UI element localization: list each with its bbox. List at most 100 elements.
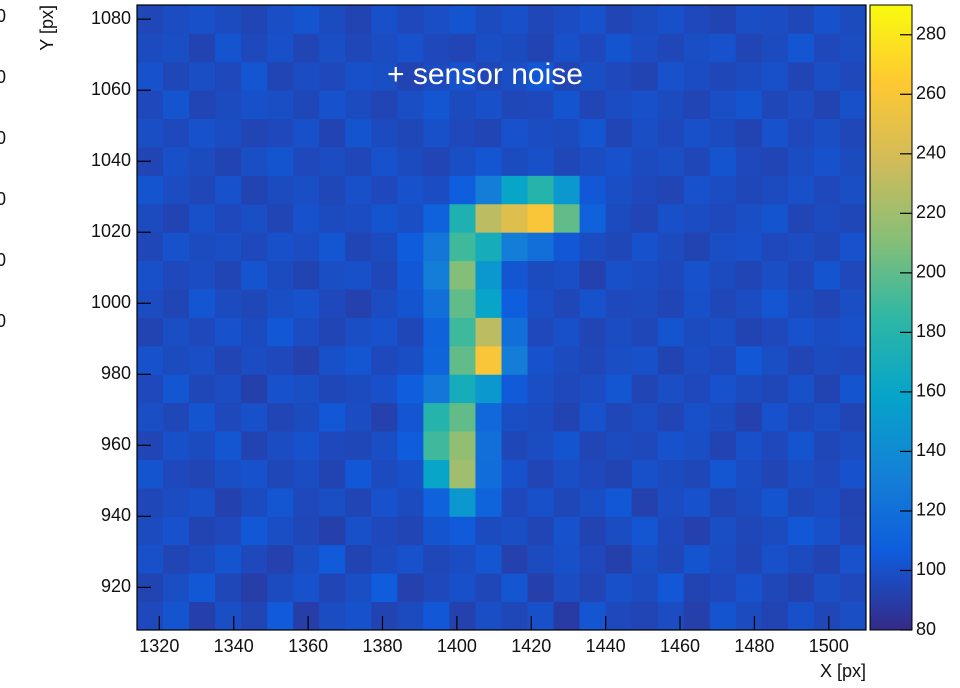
cell: [527, 147, 554, 176]
cell: [163, 601, 190, 631]
cell: [345, 345, 372, 375]
cell: [813, 601, 841, 631]
cell: [475, 232, 502, 262]
cell: [267, 601, 294, 631]
cell: [787, 601, 815, 631]
cell: [241, 203, 268, 233]
cell: [319, 118, 346, 148]
cell: [345, 147, 372, 176]
cell: [345, 402, 372, 432]
cell: [735, 90, 763, 120]
cell: [813, 431, 841, 460]
cell: [553, 175, 581, 205]
cell: [501, 90, 528, 120]
cell: [241, 317, 268, 347]
cell: [475, 573, 502, 602]
cell: [397, 516, 424, 546]
cell: [423, 431, 450, 460]
cell: [631, 90, 659, 120]
cell: [475, 289, 502, 318]
cell: [813, 345, 841, 375]
cell: [735, 516, 763, 546]
cell: [683, 118, 711, 148]
cell: [787, 402, 815, 432]
cell: [241, 90, 268, 120]
cell: [813, 516, 841, 546]
cell: [553, 203, 581, 233]
cell: [527, 601, 554, 631]
cell: [475, 90, 502, 120]
cell: [839, 601, 867, 631]
cell: [579, 61, 607, 91]
cell: [319, 487, 346, 517]
cell: [553, 601, 581, 631]
cell: [449, 317, 476, 347]
cell: [189, 317, 216, 347]
cell: [423, 232, 450, 262]
cell: [189, 601, 216, 631]
cell: [371, 487, 398, 517]
cell: [423, 147, 450, 176]
cell: [657, 90, 685, 120]
cell: [267, 516, 294, 546]
cell: [709, 317, 737, 347]
cell: [449, 260, 476, 290]
cell: [657, 459, 685, 489]
cell: [683, 175, 711, 205]
cell: [683, 147, 711, 176]
cell: [163, 232, 190, 262]
cell: [761, 459, 789, 489]
cell: [267, 175, 294, 205]
cell: [137, 516, 164, 546]
cell: [579, 289, 607, 318]
cell: [449, 402, 476, 432]
cell: [605, 402, 633, 432]
cell: [241, 544, 268, 574]
cell: [371, 402, 398, 432]
cell: [735, 5, 763, 34]
cell: [371, 459, 398, 489]
cell: [605, 516, 633, 546]
cell: [709, 289, 737, 318]
cell: [631, 203, 659, 233]
y-tick-label: 1080: [91, 8, 131, 28]
cell: [527, 487, 554, 517]
cell: [215, 90, 242, 120]
cell: [501, 61, 528, 91]
cell: [475, 61, 502, 91]
cell: [605, 573, 633, 602]
cell: [241, 5, 268, 34]
cell: [137, 544, 164, 574]
cell: [215, 118, 242, 148]
cell: [761, 402, 789, 432]
clipped-label: 0: [0, 6, 6, 26]
cell: [449, 232, 476, 262]
x-tick-label: 1500: [809, 636, 849, 656]
cell: [215, 516, 242, 546]
cell: [839, 374, 867, 404]
cell: [605, 289, 633, 318]
cell: [293, 5, 320, 34]
cell: [579, 544, 607, 574]
cell: [631, 402, 659, 432]
cell: [397, 374, 424, 404]
cell: [189, 118, 216, 148]
cell: [553, 289, 581, 318]
cell: [423, 90, 450, 120]
cell: [579, 175, 607, 205]
cell: [475, 345, 502, 375]
cell: [735, 601, 763, 631]
cell: [293, 459, 320, 489]
cell: [137, 317, 164, 347]
cell: [475, 601, 502, 631]
cell: [605, 260, 633, 290]
cell: [709, 147, 737, 176]
cell: [293, 487, 320, 517]
cell: [293, 61, 320, 91]
cell: [657, 345, 685, 375]
cell: [423, 544, 450, 574]
x-tick-label: 1320: [139, 636, 179, 656]
cell: [683, 374, 711, 404]
cell: [657, 289, 685, 318]
cell: [605, 317, 633, 347]
